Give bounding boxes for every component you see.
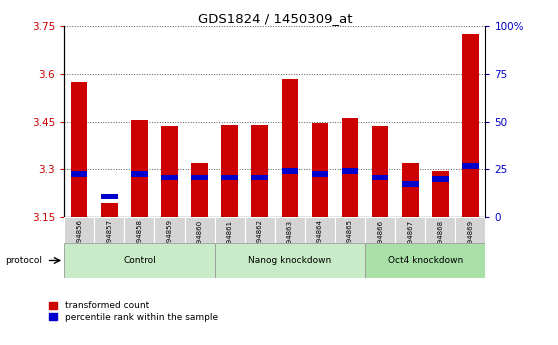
Bar bbox=[395, 217, 425, 243]
Bar bbox=[402, 163, 418, 217]
Bar bbox=[462, 34, 479, 217]
Bar bbox=[222, 175, 238, 180]
Text: GSM94868: GSM94868 bbox=[437, 219, 443, 258]
Text: GSM94859: GSM94859 bbox=[166, 219, 172, 257]
Text: GSM94867: GSM94867 bbox=[407, 219, 413, 258]
Bar bbox=[94, 217, 124, 243]
Bar bbox=[425, 217, 455, 243]
Bar bbox=[312, 171, 328, 177]
Bar bbox=[402, 181, 418, 187]
Bar bbox=[101, 203, 118, 217]
Bar bbox=[365, 217, 395, 243]
Bar bbox=[64, 217, 94, 243]
Bar bbox=[161, 126, 178, 217]
Bar bbox=[432, 171, 449, 217]
Bar bbox=[131, 171, 148, 177]
Bar bbox=[101, 194, 118, 199]
Text: GSM94869: GSM94869 bbox=[468, 219, 473, 258]
Bar bbox=[275, 217, 305, 243]
Text: GSM94865: GSM94865 bbox=[347, 219, 353, 257]
Bar bbox=[462, 164, 479, 169]
Bar bbox=[161, 175, 178, 180]
Bar bbox=[124, 217, 155, 243]
Text: Oct4 knockdown: Oct4 knockdown bbox=[388, 256, 463, 265]
Text: Control: Control bbox=[123, 256, 156, 265]
Text: GSM94856: GSM94856 bbox=[76, 219, 82, 257]
Text: GSM94861: GSM94861 bbox=[227, 219, 233, 258]
Text: GSM94857: GSM94857 bbox=[107, 219, 112, 257]
Bar bbox=[245, 217, 275, 243]
Bar bbox=[335, 217, 365, 243]
Bar bbox=[215, 217, 245, 243]
Text: GSM94858: GSM94858 bbox=[136, 219, 142, 257]
Bar bbox=[282, 79, 298, 217]
Bar bbox=[432, 176, 449, 182]
Bar bbox=[185, 217, 215, 243]
Bar bbox=[455, 217, 485, 243]
Bar bbox=[341, 168, 358, 174]
Bar bbox=[222, 125, 238, 217]
Bar bbox=[365, 243, 485, 278]
Text: GSM94864: GSM94864 bbox=[317, 219, 323, 257]
Bar bbox=[372, 175, 388, 180]
Title: GDS1824 / 1450309_at: GDS1824 / 1450309_at bbox=[198, 12, 352, 25]
Bar bbox=[252, 125, 268, 217]
Bar bbox=[64, 243, 215, 278]
Bar bbox=[191, 175, 208, 180]
Bar bbox=[341, 118, 358, 217]
Text: GSM94862: GSM94862 bbox=[257, 219, 263, 257]
Text: GSM94863: GSM94863 bbox=[287, 219, 293, 258]
Bar bbox=[155, 217, 185, 243]
Bar bbox=[282, 168, 298, 174]
Bar bbox=[215, 243, 365, 278]
Text: Nanog knockdown: Nanog knockdown bbox=[248, 256, 331, 265]
Bar bbox=[191, 163, 208, 217]
Legend: transformed count, percentile rank within the sample: transformed count, percentile rank withi… bbox=[49, 301, 218, 322]
Bar bbox=[71, 171, 88, 177]
Text: GSM94860: GSM94860 bbox=[196, 219, 203, 258]
Text: protocol: protocol bbox=[6, 256, 42, 265]
Bar bbox=[131, 120, 148, 217]
Bar bbox=[372, 126, 388, 217]
Bar bbox=[312, 123, 328, 217]
Bar bbox=[305, 217, 335, 243]
Text: GSM94866: GSM94866 bbox=[377, 219, 383, 258]
Bar bbox=[71, 82, 88, 217]
Bar bbox=[252, 175, 268, 180]
